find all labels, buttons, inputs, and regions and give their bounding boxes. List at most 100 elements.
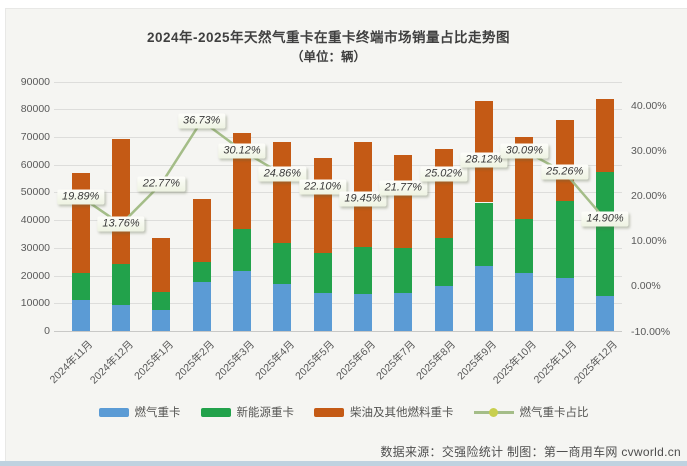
bar-segment-燃气重卡 (152, 309, 171, 331)
bar-segment-柴油及其他燃料重卡 (595, 98, 614, 172)
right-axis-tick-label: 20.00% (631, 190, 667, 203)
gridline (54, 164, 622, 166)
right-axis-tick-label: 0.00% (631, 280, 661, 293)
bar-segment-柴油及其他燃料重卡 (394, 154, 413, 248)
bar-segment-新能源重卡 (595, 171, 614, 297)
bar-segment-燃气重卡 (434, 285, 453, 331)
bar-segment-新能源重卡 (313, 253, 332, 293)
bar-segment-燃气重卡 (273, 284, 292, 331)
chart-title: 2024年-2025年天然气重卡在重卡终端市场销量占比走势图 (146, 30, 511, 45)
share-percent-label: 24.86% (258, 166, 306, 182)
left-axis-tick-label: 70000 (20, 130, 50, 143)
data-source-note: 数据来源：交强险统计 制图：第一商用车网 cvworld.cn (380, 445, 681, 459)
gridline (54, 81, 622, 83)
legend-item-燃气重卡: 燃气重卡 (98, 404, 181, 420)
legend-label: 燃气重卡 (134, 407, 181, 419)
bar-segment-燃气重卡 (233, 271, 252, 331)
share-percent-label: 22.77% (137, 176, 186, 192)
x-axis-category-label: 2025年7月 (374, 338, 419, 383)
left-axis-tick-label: 60000 (20, 158, 50, 171)
bar-segment-燃气重卡 (354, 294, 372, 331)
legend-label: 柴油及其他燃料重卡 (350, 407, 454, 419)
right-axis-tick-label: 10.00% (631, 235, 667, 248)
bar-segment-燃气重卡 (555, 277, 574, 331)
share-percent-label: 36.73% (178, 113, 226, 129)
legend-swatch-icon (98, 407, 129, 417)
share-percent-label: 13.76% (97, 216, 145, 232)
x-axis-category-label: 2024年12月 (87, 338, 136, 387)
share-percent-label: 25.02% (420, 166, 468, 182)
bar-segment-燃气重卡 (112, 304, 131, 331)
bar-segment-新能源重卡 (192, 262, 211, 283)
left-axis-tick-label: 90000 (20, 75, 50, 88)
share-percent-label: 28.12% (460, 152, 508, 168)
bar-segment-新能源重卡 (354, 246, 372, 295)
x-axis-category-label: 2025年4月 (253, 338, 298, 383)
bar-segment-柴油及其他燃料重卡 (313, 157, 332, 254)
share-percent-label: 25.26% (541, 164, 589, 180)
gridline (54, 247, 622, 249)
gridline (54, 275, 622, 277)
bar-segment-新能源重卡 (394, 247, 413, 293)
gridline (54, 136, 622, 138)
x-axis-category-label: 2025年5月 (293, 338, 338, 383)
x-axis-category-label: 2025年1月 (132, 338, 177, 383)
right-axis-tick-label: 40.00% (631, 100, 667, 112)
legend-swatch-icon (200, 407, 231, 417)
bar-segment-柴油及其他燃料重卡 (192, 199, 211, 263)
bar-segment-燃气重卡 (313, 292, 332, 331)
legend-swatch-icon (314, 407, 344, 417)
bar-segment-燃气重卡 (192, 282, 211, 331)
bar-segment-新能源重卡 (112, 264, 131, 305)
bar-segment-柴油及其他燃料重卡 (152, 238, 171, 293)
x-axis-category-label: 2025年6月 (333, 338, 378, 383)
bar-segment-新能源重卡 (233, 228, 252, 272)
left-axis-tick-label: 20000 (20, 269, 50, 282)
bar-segment-柴油及其他燃料重卡 (434, 149, 453, 238)
bar-segment-燃气重卡 (475, 266, 493, 331)
bar-segment-燃气重卡 (515, 272, 534, 331)
left-axis-tick-label: 50000 (20, 186, 50, 199)
x-axis-category-label: 2025年8月 (414, 338, 459, 383)
bar-segment-柴油及其他燃料重卡 (112, 138, 131, 265)
share-percent-label: 19.89% (57, 189, 105, 205)
gridline (54, 109, 622, 111)
share-percent-label: 30.12% (218, 143, 266, 159)
share-percent-label: 14.90% (581, 211, 629, 227)
bar-segment-柴油及其他燃料重卡 (555, 120, 574, 201)
bar-segment-燃气重卡 (595, 296, 614, 331)
bar-segment-新能源重卡 (71, 273, 90, 300)
share-percent-label: 22.10% (299, 179, 347, 195)
share-percent-label: 19.45% (339, 191, 387, 207)
share-percent-label: 21.77% (379, 180, 427, 196)
legend-line-dot-icon (473, 407, 514, 417)
left-axis-tick-label: 0 (44, 325, 50, 337)
bar-segment-燃气重卡 (394, 292, 413, 331)
x-axis-category-label: 2025年2月 (172, 338, 217, 383)
left-axis-tick-label: 10000 (20, 297, 50, 310)
bar-segment-柴油及其他燃料重卡 (273, 142, 292, 243)
chart-subtitle: （单位：辆） (290, 50, 366, 64)
chart-legend: 燃气重卡 新能源重卡 柴油及其他燃料重卡 燃气重卡占比 (0, 404, 687, 420)
bottom-accent-strip (0, 461, 687, 466)
bar-segment-新能源重卡 (152, 292, 171, 310)
right-axis-tick-label: 30.00% (631, 145, 667, 158)
bar-segment-燃气重卡 (71, 299, 90, 331)
gridline (54, 303, 622, 305)
legend-label: 燃气重卡占比 (519, 407, 589, 419)
bar-segment-柴油及其他燃料重卡 (71, 172, 90, 274)
left-axis-tick-label: 30000 (20, 241, 50, 254)
bar-segment-新能源重卡 (475, 202, 493, 267)
left-axis-tick-label: 40000 (20, 214, 50, 227)
left-axis-tick-label: 80000 (20, 103, 50, 116)
bar-segment-新能源重卡 (515, 218, 534, 273)
gridline (54, 331, 622, 332)
legend-label: 新能源重卡 (236, 407, 295, 419)
bar-segment-新能源重卡 (273, 242, 292, 285)
legend-item-新能源重卡: 新能源重卡 (200, 404, 295, 420)
bar-segment-新能源重卡 (434, 237, 453, 286)
bar-segment-新能源重卡 (555, 200, 574, 278)
legend-item-燃气重卡占比: 燃气重卡占比 (473, 404, 589, 420)
